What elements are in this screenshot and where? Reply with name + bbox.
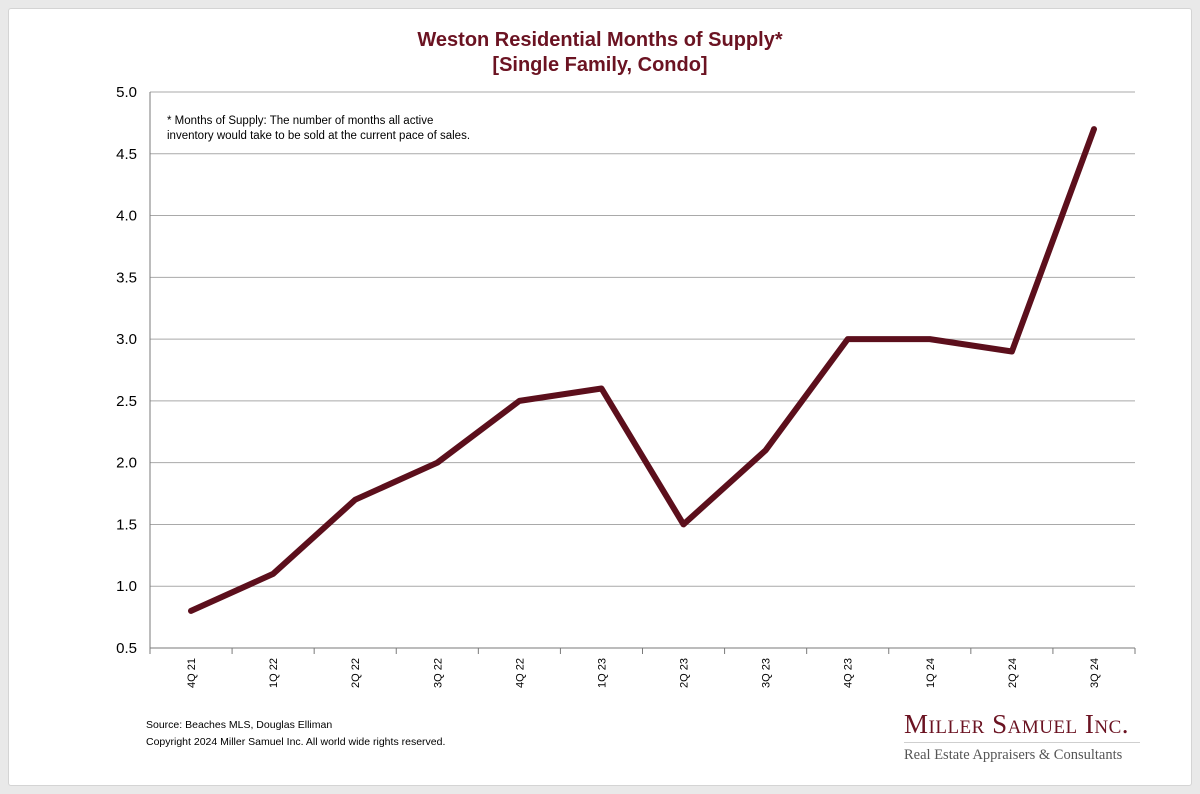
y-tick-label: 3.0	[116, 331, 137, 348]
y-tick-label: 4.5	[116, 146, 137, 163]
x-tick-label: 1Q 24	[925, 658, 937, 688]
source-text: Source: Beaches MLS, Douglas Elliman	[146, 719, 333, 731]
source-block: Source: Beaches MLS, Douglas Elliman Cop…	[146, 717, 445, 751]
y-tick-label: 5.0	[116, 84, 137, 101]
annotation-line-2: inventory would take to be sold at the c…	[167, 130, 471, 142]
y-tick-label: 3.5	[116, 269, 137, 286]
y-tick-label: 1.5	[116, 516, 137, 533]
chart-annotation: * Months of Supply: The number of months…	[167, 114, 527, 144]
brand-logo: Miller Samuel Inc. Real Estate Appraiser…	[904, 708, 1140, 767]
x-tick-label: 2Q 23	[679, 658, 691, 688]
y-tick-label: 2.0	[116, 455, 137, 472]
chart-card	[8, 8, 1192, 786]
x-tick-label: 2Q 24	[1007, 658, 1019, 688]
copyright-text: Copyright 2024 Miller Samuel Inc. All wo…	[146, 736, 446, 748]
chart-title: Weston Residential Months of Supply*	[417, 29, 783, 51]
annotation-line-1: * Months of Supply: The number of months…	[167, 115, 434, 127]
series-line	[188, 126, 1097, 614]
chart-title-block: Weston Residential Months of Supply* [Si…	[0, 28, 1200, 78]
x-tick-label: 3Q 23	[761, 658, 773, 688]
brand-name: Miller Samuel Inc.	[904, 709, 1130, 739]
x-tick-label: 4Q 21	[186, 658, 198, 688]
y-tick-label: 0.5	[116, 640, 137, 657]
brand-tagline: Real Estate Appraisers & Consultants	[904, 742, 1140, 767]
x-tick-label: 1Q 22	[268, 658, 280, 688]
x-tick-label: 4Q 23	[843, 658, 855, 688]
x-tick-label: 1Q 23	[596, 658, 608, 688]
y-tick-label: 4.0	[116, 208, 137, 225]
chart-subtitle: [Single Family, Condo]	[492, 54, 708, 76]
x-tick-label: 3Q 22	[432, 658, 444, 688]
x-tick-label: 4Q 22	[514, 658, 526, 688]
y-tick-label: 2.5	[116, 393, 137, 410]
x-tick-label: 2Q 22	[350, 658, 362, 688]
x-tick-label: 3Q 24	[1089, 658, 1101, 688]
y-tick-label: 1.0	[116, 578, 137, 595]
